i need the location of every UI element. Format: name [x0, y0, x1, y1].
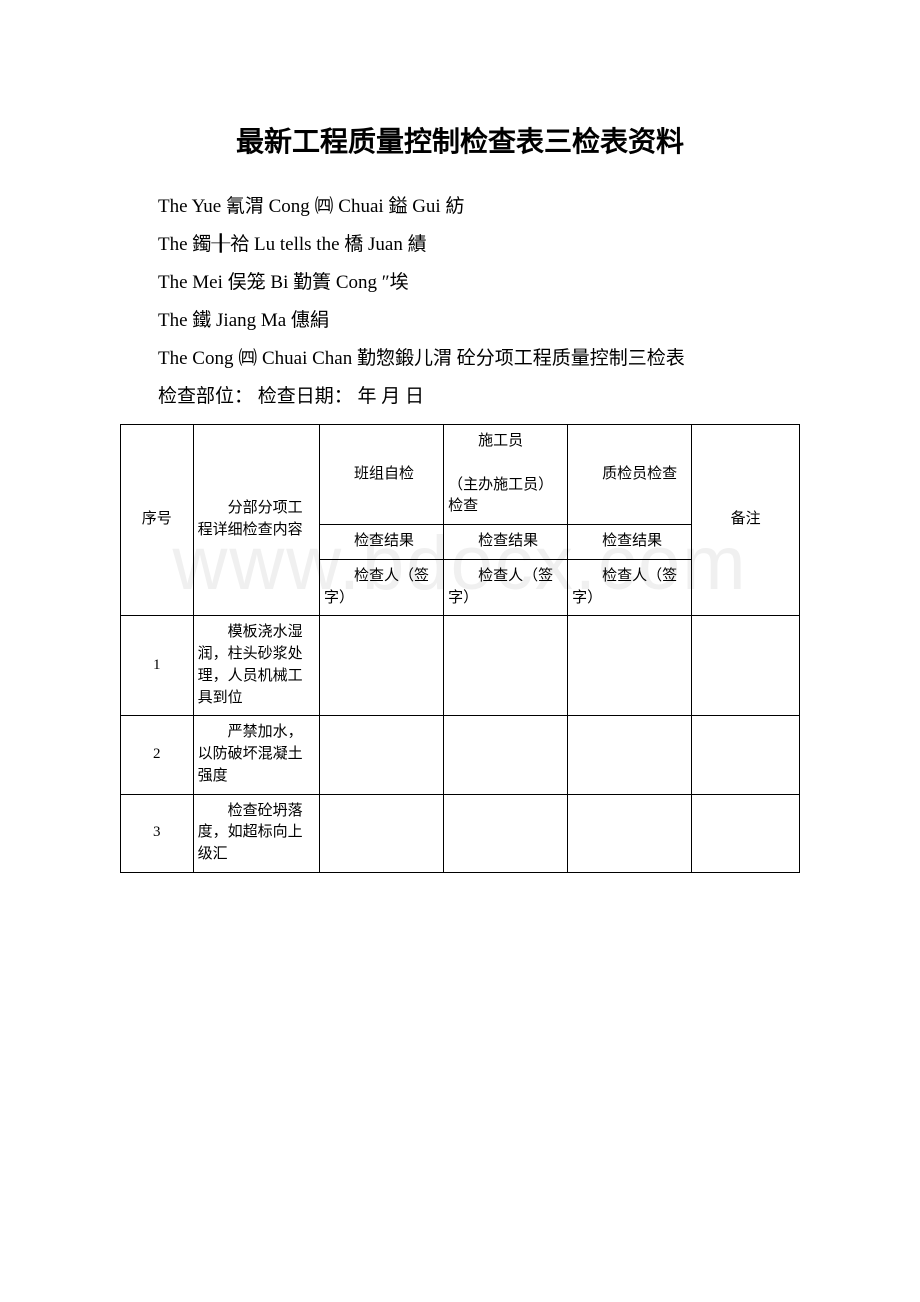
paragraph-5: The Cong ㈣ Chuai Chan 勤惣鍛儿渭 砼分项工程质量控制三检表 — [120, 340, 800, 378]
row-seq: 1 — [121, 616, 194, 716]
hdr-group: 班组自检 — [320, 425, 444, 525]
row-detail: 检查砼坍落度，如超标向上级汇 — [193, 794, 319, 872]
table-header-row-1: 序号 分部分项工程详细检查内容 班组自检 施工员 （主办施工员）检查 质检员检查… — [121, 425, 800, 525]
hdr-qc: 质检员检查 — [568, 425, 692, 525]
hdr-worker: 施工员 （主办施工员）检查 — [444, 425, 568, 525]
hdr-qc-sign: 检查人（签字） — [568, 559, 692, 616]
row-seq: 3 — [121, 794, 194, 872]
row-group-cell — [320, 794, 444, 872]
hdr-detail: 分部分项工程详细检查内容 — [193, 425, 319, 616]
row-seq: 2 — [121, 716, 194, 794]
row-worker-cell — [444, 616, 568, 716]
hdr-qc-result: 检查结果 — [568, 525, 692, 560]
row-group-cell — [320, 616, 444, 716]
row-detail: 模板浇水湿润，柱头砂浆处理，人员机械工具到位 — [193, 616, 319, 716]
row-remark-cell — [692, 716, 800, 794]
table-row: 1 模板浇水湿润，柱头砂浆处理，人员机械工具到位 — [121, 616, 800, 716]
row-remark-cell — [692, 616, 800, 716]
hdr-remark: 备注 — [692, 425, 800, 616]
row-qc-cell — [568, 716, 692, 794]
page-title: 最新工程质量控制检查表三检表资料 — [120, 120, 800, 160]
paragraph-6: 检查部位： 检查日期： 年 月 日 — [120, 378, 800, 416]
row-qc-cell — [568, 616, 692, 716]
hdr-group-result: 检查结果 — [320, 525, 444, 560]
row-worker-cell — [444, 716, 568, 794]
table-row: 2 严禁加水，以防破坏混凝土强度 — [121, 716, 800, 794]
paragraph-4: The 鐵 Jiang Ma 僡絹 — [120, 302, 800, 340]
hdr-worker-line2: （主办施工员）检查 — [448, 477, 553, 515]
row-worker-cell — [444, 794, 568, 872]
row-remark-cell — [692, 794, 800, 872]
hdr-worker-sign: 检查人（签字） — [444, 559, 568, 616]
hdr-worker-result: 检查结果 — [444, 525, 568, 560]
inspection-table: 序号 分部分项工程详细检查内容 班组自检 施工员 （主办施工员）检查 质检员检查… — [120, 424, 800, 873]
row-detail: 严禁加水，以防破坏混凝土强度 — [193, 716, 319, 794]
paragraph-2: The 鐲╂祫 Lu tells the 橋 Juan 績 — [120, 226, 800, 264]
row-group-cell — [320, 716, 444, 794]
row-qc-cell — [568, 794, 692, 872]
table-row: 3 检查砼坍落度，如超标向上级汇 — [121, 794, 800, 872]
paragraph-3: The Mei 俣笼 Bi 勤簀 Cong ″埃 — [120, 264, 800, 302]
hdr-group-sign: 检查人（签字） — [320, 559, 444, 616]
paragraph-1: The Yue 氰渭 Cong ㈣ Chuai 鎰 Gui 紡 — [120, 188, 800, 226]
hdr-seq: 序号 — [121, 425, 194, 616]
hdr-worker-line1: 施工员 — [478, 433, 523, 449]
